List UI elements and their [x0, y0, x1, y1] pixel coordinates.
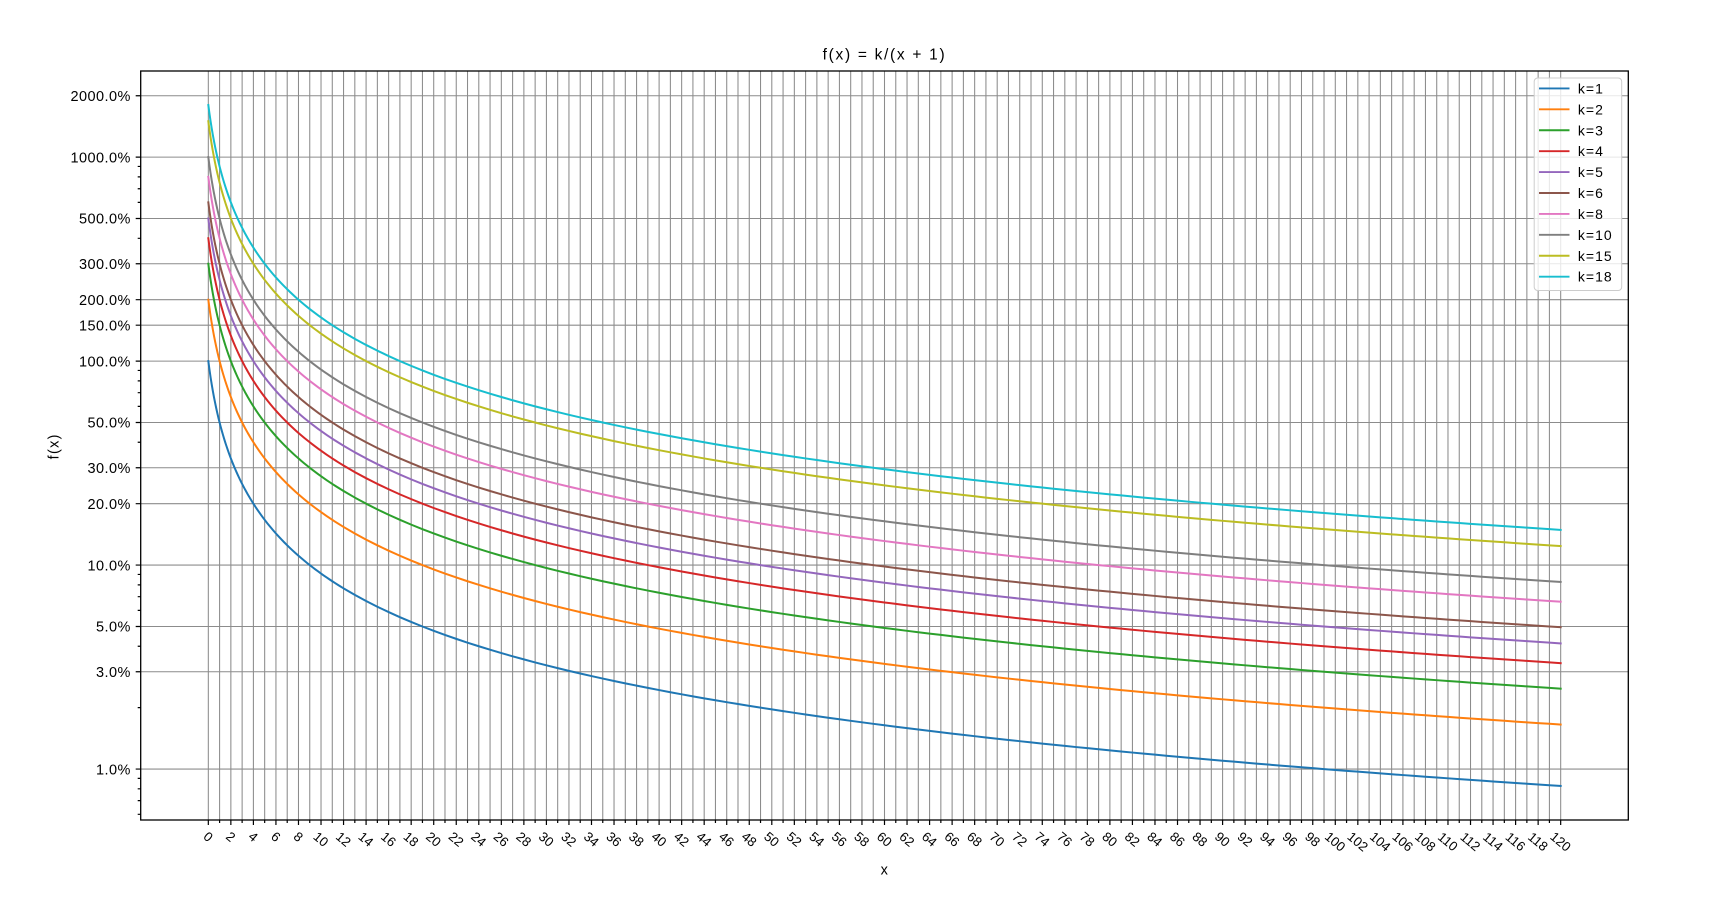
svg-text:k=5: k=5 — [1578, 164, 1604, 180]
svg-text:30.0%: 30.0% — [88, 461, 131, 477]
svg-text:k=1: k=1 — [1578, 80, 1604, 96]
svg-text:2000.0%: 2000.0% — [70, 89, 130, 105]
svg-text:1000.0%: 1000.0% — [70, 150, 130, 166]
svg-text:150.0%: 150.0% — [79, 318, 131, 334]
svg-text:50.0%: 50.0% — [88, 416, 131, 432]
svg-text:200.0%: 200.0% — [79, 293, 131, 309]
svg-text:5.0%: 5.0% — [96, 620, 131, 636]
svg-text:x: x — [881, 863, 889, 879]
svg-text:k=2: k=2 — [1578, 101, 1604, 117]
svg-text:k=18: k=18 — [1578, 269, 1613, 285]
svg-text:10.0%: 10.0% — [88, 558, 131, 574]
svg-text:k=6: k=6 — [1578, 185, 1604, 201]
svg-text:1.0%: 1.0% — [96, 762, 131, 778]
svg-text:f(x) = k/(x + 1): f(x) = k/(x + 1) — [823, 46, 947, 63]
svg-text:20.0%: 20.0% — [88, 497, 131, 513]
svg-text:100.0%: 100.0% — [79, 354, 131, 370]
svg-text:500.0%: 500.0% — [79, 212, 131, 228]
svg-text:3.0%: 3.0% — [96, 665, 131, 681]
svg-text:k=10: k=10 — [1578, 227, 1613, 243]
svg-text:k=8: k=8 — [1578, 206, 1604, 222]
svg-text:k=3: k=3 — [1578, 122, 1604, 138]
svg-text:k=15: k=15 — [1578, 248, 1613, 264]
svg-text:f(x): f(x) — [47, 433, 63, 459]
svg-text:k=4: k=4 — [1578, 143, 1604, 159]
svg-text:300.0%: 300.0% — [79, 257, 131, 273]
